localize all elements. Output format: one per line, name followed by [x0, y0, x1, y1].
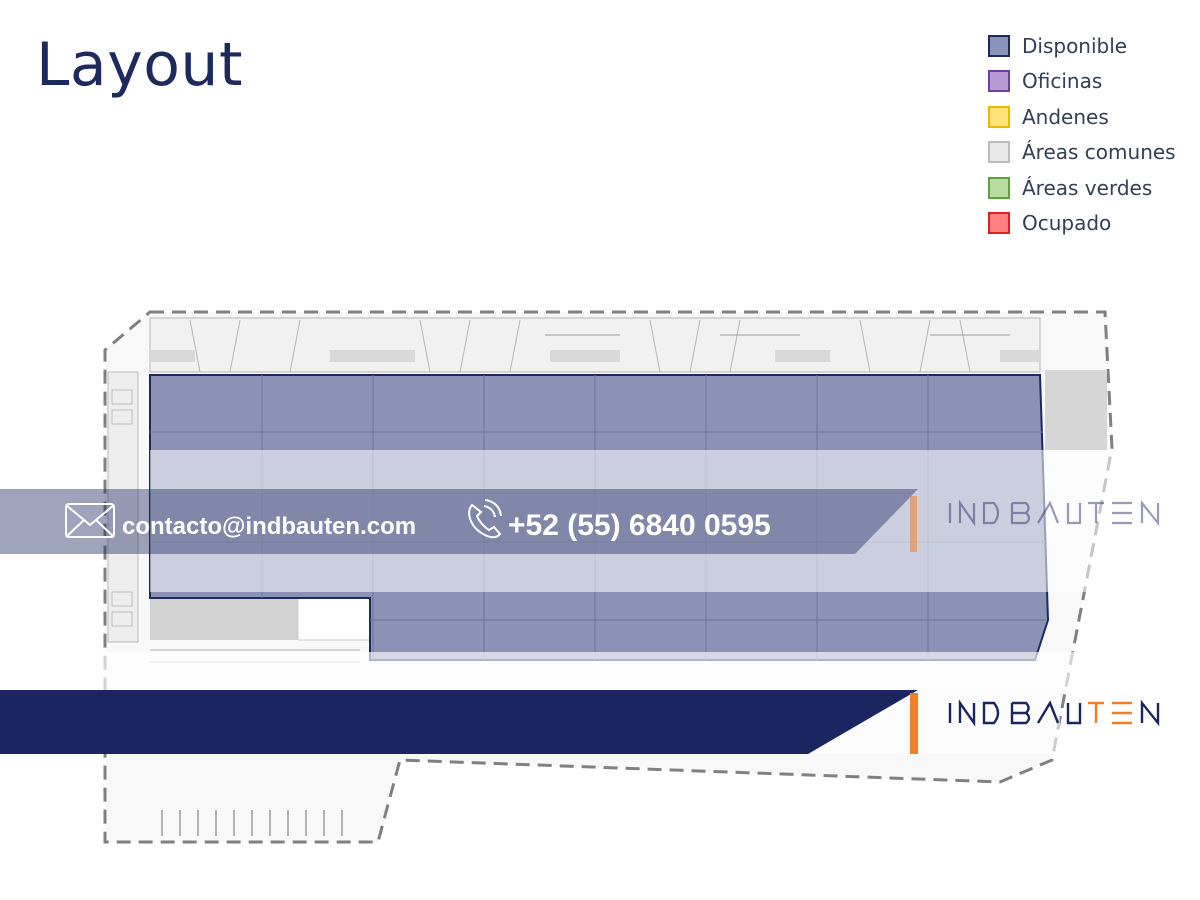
- brand-logo-faded: [946, 497, 1182, 546]
- contact-email[interactable]: contacto@indbauten.com: [122, 513, 417, 540]
- legend-item-ocupado: Ocupado: [988, 206, 1176, 242]
- dock-area: [149, 317, 1041, 373]
- brand-logo: [946, 697, 1182, 746]
- brand-logo-icon: [948, 499, 1160, 527]
- page-title: Layout: [36, 30, 243, 100]
- legend-swatch-oficinas: [988, 70, 1010, 93]
- legend-item-oficinas: Oficinas: [988, 64, 1176, 100]
- legend-item-andenes: Andenes: [988, 99, 1176, 135]
- legend-label: Ocupado: [1022, 211, 1112, 236]
- common-area-southwest: [150, 598, 298, 640]
- common-area-white: [297, 597, 371, 641]
- legend-swatch-disponible: [988, 34, 1010, 57]
- legend-label: Disponible: [1022, 33, 1128, 58]
- brand-logo-icon: [948, 699, 1160, 727]
- mail-icon: [65, 503, 115, 538]
- common-area-east: [1045, 370, 1107, 450]
- legend-label: Andenes: [1022, 104, 1109, 129]
- legend-item-disponible: Disponible: [988, 28, 1176, 64]
- brand-accent-bar-upper: [910, 496, 917, 552]
- legend-swatch-areas-verdes: [988, 176, 1010, 199]
- legend-item-areas-comunes: Áreas comunes: [988, 135, 1176, 171]
- legend-label: Oficinas: [1022, 69, 1103, 94]
- contact-banner: [0, 489, 918, 554]
- legend-swatch-areas-comunes: [988, 141, 1010, 164]
- legend-item-areas-verdes: Áreas verdes: [988, 170, 1176, 206]
- legend-label: Áreas comunes: [1022, 140, 1176, 165]
- overlay-band-upper: [150, 450, 1112, 592]
- legend-swatch-andenes: [988, 105, 1010, 128]
- legend: Disponible Oficinas Andenes Áreas comune…: [988, 28, 1176, 241]
- parking-area: [150, 649, 360, 836]
- legend-label: Áreas verdes: [1022, 175, 1153, 200]
- contact-phone[interactable]: +52 (55) 6840 0595: [508, 509, 771, 542]
- legend-swatch-ocupado: [988, 212, 1010, 235]
- phone-icon: [468, 499, 502, 539]
- brand-accent-bar-lower: [910, 693, 918, 754]
- overlay-band-lower: [0, 652, 1200, 690]
- navy-banner: [0, 690, 918, 754]
